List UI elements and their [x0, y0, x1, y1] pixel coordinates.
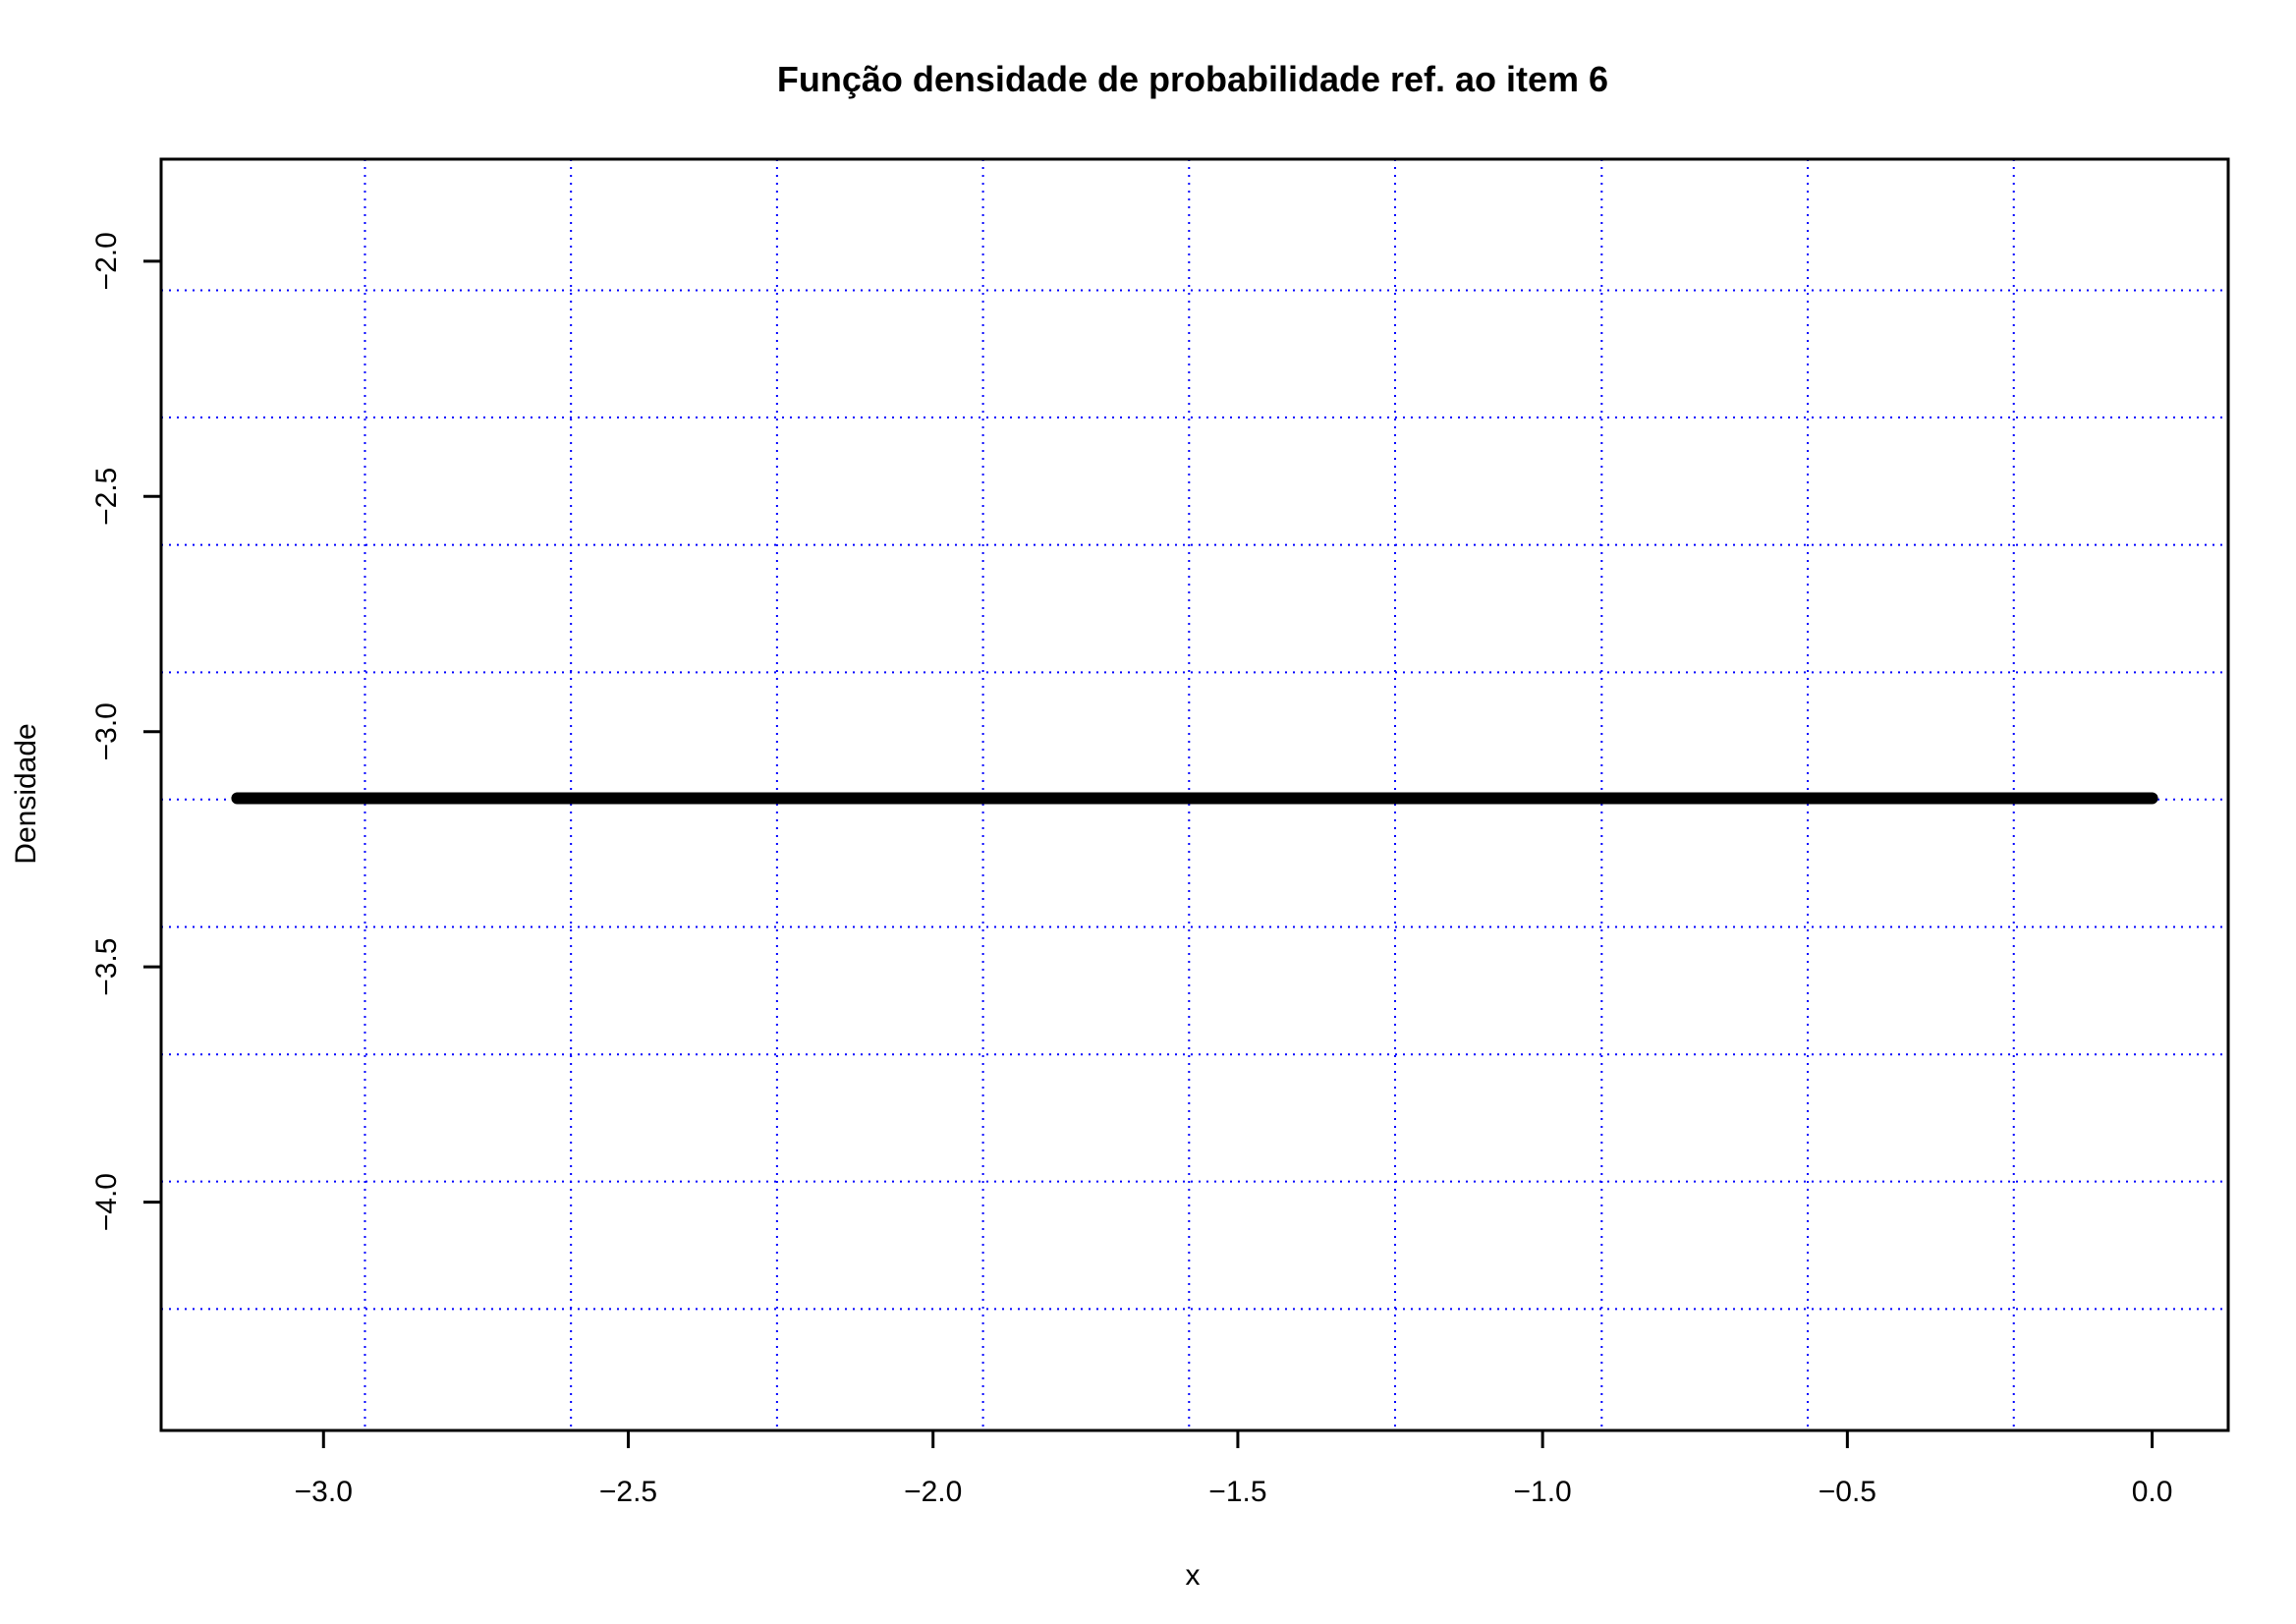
y-tick-label: −2.0: [90, 232, 123, 290]
x-tick-label: 0.0: [2132, 1476, 2173, 1508]
y-tick-label: −3.5: [90, 938, 123, 996]
y-tick-label: −3.0: [90, 702, 123, 760]
x-tick-label: −0.5: [1819, 1476, 1876, 1508]
y-axis: −2.0 −2.5 −3.0 −3.5 −4.0: [90, 232, 163, 1231]
x-tick-label: −3.0: [295, 1476, 353, 1508]
x-tick-label: −2.0: [904, 1476, 962, 1508]
y-axis-label: Densidade: [10, 723, 42, 864]
y-tick-label: −2.5: [90, 468, 123, 526]
x-tick-label: −1.0: [1514, 1476, 1572, 1508]
chart-title: Função densidade de probabilidade ref. a…: [777, 59, 1608, 99]
x-tick-label: −1.5: [1208, 1476, 1266, 1508]
y-tick-label: −4.0: [90, 1173, 123, 1231]
x-tick-label: −2.5: [599, 1476, 657, 1508]
x-axis: −3.0 −2.5 −2.0 −1.5 −1.0 −0.5 0.0: [295, 1428, 2173, 1508]
x-axis-label: x: [1186, 1559, 1201, 1592]
